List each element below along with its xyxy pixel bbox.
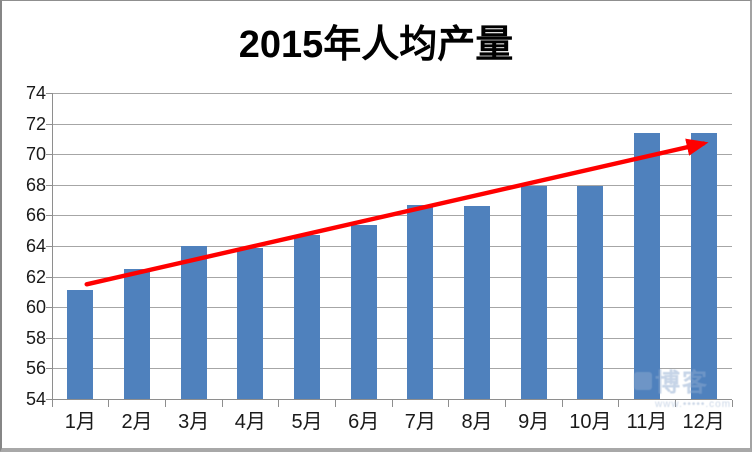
y-axis-tick-66 xyxy=(46,215,52,217)
gridline-70 xyxy=(52,154,732,156)
x-axis-tick-10 xyxy=(618,400,620,407)
x-axis-tick-9 xyxy=(561,400,563,407)
y-axis-label-58: 58 xyxy=(25,327,46,348)
x-axis-tick-1 xyxy=(108,400,110,407)
y-axis-label-70: 70 xyxy=(25,144,46,165)
y-axis-tick-62 xyxy=(46,276,52,278)
bar-2月 xyxy=(124,268,150,399)
x-axis-label-6月: 6月 xyxy=(348,411,380,433)
x-axis-label-5月: 5月 xyxy=(291,411,323,433)
bar-4月 xyxy=(237,247,264,399)
plot-area: 54 56 58 60 62 64 66 68 70 72 74 1月 2月 3月 4月 5月 6月 7月 8月 9… xyxy=(26,83,733,433)
x-axis-line xyxy=(52,399,732,400)
trend-arrow xyxy=(84,138,709,287)
bar-3月 xyxy=(180,246,207,399)
x-axis-tick-8 xyxy=(504,400,506,407)
y-axis-label-72: 72 xyxy=(25,113,46,134)
x-axis-label-4月: 4月 xyxy=(234,411,266,433)
trend-line xyxy=(84,138,709,287)
gridline-62 xyxy=(52,276,732,278)
y-axis-label-74: 74 xyxy=(25,83,46,103)
x-axis-tick-0 xyxy=(51,400,53,407)
chart-title: 2015年人均产量 xyxy=(238,24,514,66)
y-axis-tick-72 xyxy=(46,123,52,125)
bar-5月 xyxy=(294,235,320,399)
x-axis-label-11月: 11月 xyxy=(626,411,668,433)
gridline-74 xyxy=(52,93,732,94)
bar-8月 xyxy=(464,206,490,399)
y-axis-label-68: 68 xyxy=(25,174,46,195)
bar-9月 xyxy=(520,186,547,399)
y-axis-tick-58 xyxy=(46,337,52,339)
y-axis-tick-64 xyxy=(46,246,52,247)
x-axis-label-3月: 3月 xyxy=(178,411,210,433)
x-axis-label-12月: 12月 xyxy=(682,411,725,433)
y-axis-tick-70 xyxy=(46,154,52,156)
bar-6月 xyxy=(350,224,377,399)
gridline-64 xyxy=(52,246,732,247)
bar-10月 xyxy=(577,186,604,399)
y-axis-label-54: 54 xyxy=(25,389,46,409)
x-axis-tick-6 xyxy=(391,400,393,407)
x-axis-tick-3 xyxy=(221,400,223,407)
y-axis-label-64: 64 xyxy=(25,236,46,256)
gridline-60 xyxy=(52,307,732,309)
y-axis-tick-74 xyxy=(46,93,52,94)
y-axis-label-62: 62 xyxy=(25,266,46,287)
x-axis-label-10月: 10月 xyxy=(569,411,612,433)
x-axis-tick-11 xyxy=(674,400,676,407)
x-axis-tick-7 xyxy=(448,400,450,407)
y-axis-label-56: 56 xyxy=(25,358,46,379)
y-axis-label-60: 60 xyxy=(25,297,46,318)
gridline-72 xyxy=(52,123,732,125)
x-axis-label-7月: 7月 xyxy=(404,411,436,433)
x-axis-tick-12 xyxy=(731,400,733,407)
gridline-68 xyxy=(52,184,732,186)
y-axis-tick-68 xyxy=(46,184,52,186)
watermark-subtext: www.•••••.com xyxy=(654,399,732,410)
x-axis-label-2月: 2月 xyxy=(121,411,153,433)
x-axis-tick-5 xyxy=(334,400,336,407)
gridline-56 xyxy=(52,368,732,370)
x-axis-tick-2 xyxy=(164,400,166,407)
gridline-58 xyxy=(52,337,732,339)
x-axis-tick-4 xyxy=(278,400,280,407)
bar-11月 xyxy=(634,132,660,399)
y-axis-tick-54 xyxy=(46,399,52,400)
x-axis-label-1月: 1月 xyxy=(64,411,96,433)
y-axis-line xyxy=(52,93,53,400)
y-axis-label-66: 66 xyxy=(25,205,46,226)
bar-7月 xyxy=(407,204,434,399)
bar-12月 xyxy=(690,132,717,399)
x-axis-label-9月: 9月 xyxy=(518,411,550,433)
x-axis-label-8月: 8月 xyxy=(461,411,493,433)
bar-1月 xyxy=(67,290,94,399)
y-axis-tick-56 xyxy=(46,368,52,370)
y-axis-tick-60 xyxy=(46,307,52,309)
